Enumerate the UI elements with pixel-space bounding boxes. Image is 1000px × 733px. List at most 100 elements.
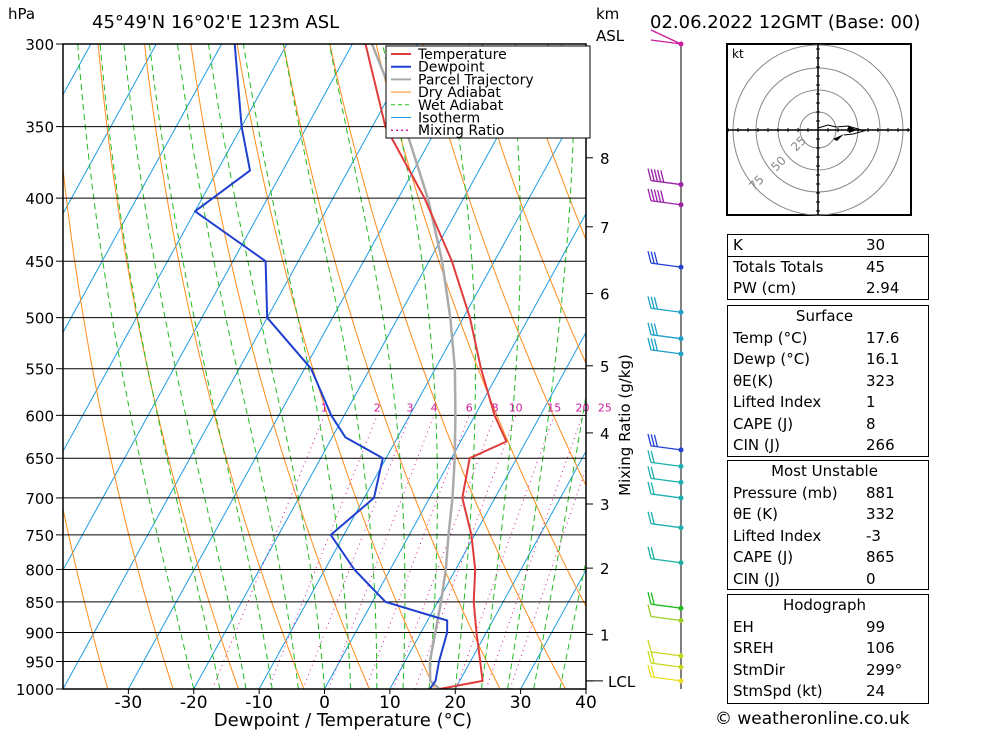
wind-barb-tick — [647, 188, 652, 201]
legend-label: Temperature — [417, 47, 507, 63]
wind-barb-tick — [653, 338, 659, 351]
pressure-tick-label: 700 — [25, 490, 54, 508]
wind-barb-staff — [650, 662, 682, 668]
sreh-row: SREH 106 — [728, 638, 928, 660]
stmdir-value: 299° — [866, 660, 903, 679]
pressure-tick-label: 650 — [25, 450, 54, 468]
wind-barb-staff — [650, 603, 682, 609]
height-unit: km — [596, 5, 619, 23]
wind-barb-tick — [647, 650, 652, 664]
wind-barb — [647, 250, 682, 268]
credit-link[interactable]: © weatheronline.co.uk — [715, 709, 910, 729]
wind-barb — [647, 433, 682, 451]
profile-series — [194, 44, 508, 689]
surface-theta-label: θE(K) — [733, 371, 774, 390]
chart-location-title: 45°49'N 16°02'E 123m ASL — [92, 12, 339, 33]
dry-adiabat-line — [63, 506, 109, 689]
mixing-ratio-label: 20 — [576, 401, 590, 414]
wind-barb-tick — [650, 511, 655, 525]
mu-li-label: Lifted Index — [733, 526, 822, 545]
wind-barb-tick — [647, 481, 652, 495]
wind-barb-tick — [650, 296, 655, 309]
surface-temp-value: 17.6 — [866, 328, 900, 347]
wind-barb-tick — [647, 296, 652, 309]
mu-cin-row: CIN (J) 0 — [728, 569, 928, 590]
wind-barb-tick — [647, 639, 652, 653]
k-label: K — [733, 236, 743, 254]
temperature-tick-label: 0 — [319, 693, 330, 713]
pressure-tick-label: 600 — [25, 407, 54, 425]
isotherm-line — [0, 44, 26, 689]
isotherm-line — [389, 331, 586, 689]
legend-label: Wet Adiabat — [418, 98, 504, 114]
wind-barb-tick — [647, 466, 652, 479]
temperature-line — [364, 44, 508, 689]
wind-top-arrow — [650, 29, 682, 45]
wind-barb-tick — [656, 189, 662, 203]
wind-barb — [647, 296, 682, 313]
surface-cin-value: 266 — [866, 436, 895, 454]
stmspd-label: StmSpd (kt) — [733, 682, 823, 700]
secondary-axis-title: Mixing Ratio (g/kg) — [616, 354, 634, 496]
wind-barb-staff — [650, 493, 682, 499]
pressure-unit: hPa — [8, 5, 35, 23]
pressure-tick-label: 1000 — [16, 681, 54, 699]
wind-barb-tick — [653, 297, 659, 310]
dewpoint-line — [194, 44, 449, 689]
wind-barb-tick — [650, 189, 655, 202]
wind-barb-tick — [650, 251, 655, 264]
wind-barb-staff — [650, 39, 682, 45]
wind-barb-tick — [660, 190, 665, 203]
mixing-ratio-label: 6 — [466, 401, 473, 414]
surface-table: Surface Temp (°C) 17.6 Dewp (°C) 16.1 θE(K… — [727, 305, 929, 457]
hodograph-trace — [817, 124, 866, 136]
wind-barb — [647, 466, 682, 484]
surface-header: Surface — [728, 306, 928, 328]
pressure-tick-label: 950 — [25, 654, 54, 672]
wind-barb-tick — [650, 466, 655, 479]
mixing-ratio-label: 10 — [509, 401, 523, 414]
mu-pressure-value: 881 — [866, 483, 895, 502]
surface-dewp-label: Dewp (°C) — [733, 350, 811, 368]
wind-barb — [647, 604, 682, 622]
wind-profile — [647, 29, 684, 689]
wind-barb-staff — [650, 445, 682, 451]
mu-pressure-label: Pressure (mb) — [733, 483, 838, 502]
height-reference: ASL — [596, 27, 625, 45]
isotherm-line — [63, 44, 419, 689]
parcel-trajectory-line — [370, 44, 457, 689]
height-tick-label: 6 — [600, 286, 610, 304]
mixing-ratio-label: 15 — [547, 401, 561, 414]
surface-li-row: Lifted Index 1 — [728, 392, 928, 414]
pressure-axis: 300 350 400 450 500 550 600 650 700 750 800 850 900 9… — [16, 36, 63, 699]
mixing-ratio-labels: 1 2 3 4 6 8 10 15 20 25 — [321, 401, 612, 414]
height-tick-label: 1 — [600, 626, 610, 644]
wind-barb-staff — [650, 676, 682, 682]
mu-li-value: -3 — [866, 526, 881, 545]
wind-barb-tick — [650, 322, 655, 336]
surface-li-label: Lifted Index — [733, 393, 822, 411]
wind-barb-tick — [653, 251, 659, 265]
pressure-tick-label: 750 — [25, 527, 54, 545]
wind-barb-tick — [647, 250, 652, 264]
storm-motion-marker — [833, 134, 844, 141]
surface-cape-row: CAPE (J) 8 — [728, 414, 928, 436]
isotherm-line — [454, 450, 586, 689]
wind-barb-tick — [650, 450, 655, 464]
wind-barb-staff — [650, 558, 682, 564]
wind-barb-staff — [650, 523, 682, 529]
temperature-tick-label: -20 — [180, 693, 208, 713]
totals-value: 45 — [866, 257, 886, 276]
wind-barb-staff — [650, 307, 682, 313]
isotherm-line — [63, 44, 223, 334]
x-axis-title: Dewpoint / Temperature (°C) — [214, 710, 472, 731]
pw-label: PW (cm) — [733, 279, 797, 297]
height-tick-label: 7 — [600, 219, 610, 237]
wind-barb — [647, 592, 682, 609]
legend-label: Isotherm — [418, 111, 480, 127]
surface-theta-row: θE(K) 323 — [728, 371, 928, 393]
wind-barb-tick — [647, 337, 652, 351]
wind-barb-tick — [650, 651, 655, 664]
isotherm-line — [63, 44, 157, 215]
